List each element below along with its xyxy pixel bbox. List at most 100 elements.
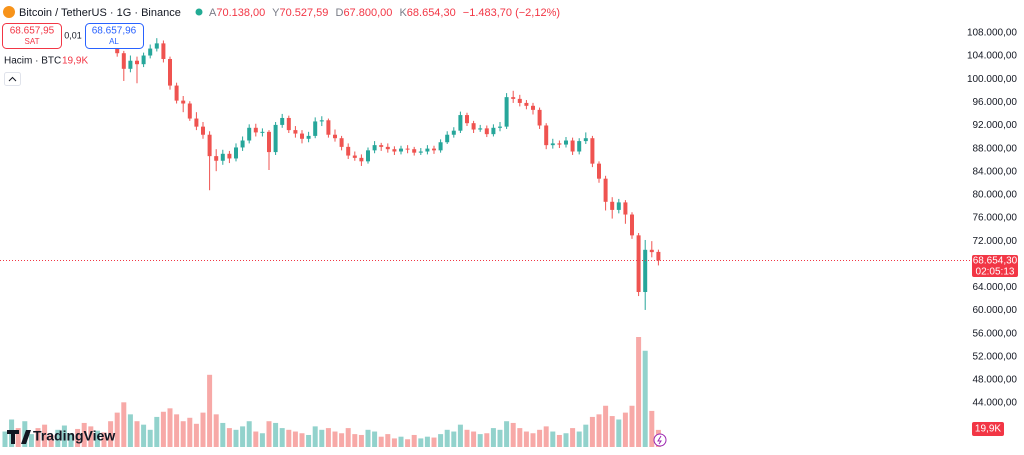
- volume-bar: [444, 429, 450, 447]
- candle-body: [286, 117, 291, 131]
- buy-label[interactable]: AL: [109, 37, 119, 46]
- volume-bar: [121, 402, 127, 447]
- last-price: 68.654,30: [973, 256, 1018, 267]
- y-tick-label: 88.000,00: [973, 143, 1018, 154]
- volume-bar: [642, 350, 648, 447]
- collapse-button[interactable]: [4, 72, 21, 86]
- volume-bar: [233, 429, 239, 447]
- candle-body: [194, 118, 199, 127]
- buy-button[interactable]: 68.657,96 AL: [85, 23, 144, 49]
- volume-bar: [530, 433, 536, 447]
- y-tick-label: 108.000,00: [967, 28, 1017, 39]
- price-label-bg: [972, 255, 1018, 277]
- candle-body: [438, 142, 443, 151]
- volume-bar: [292, 431, 298, 447]
- volume-bar: [339, 433, 345, 447]
- volume-bar: [589, 416, 595, 447]
- volume-bar: [477, 434, 483, 447]
- volume-bar: [325, 428, 331, 447]
- candle-body: [471, 123, 476, 130]
- volume-bar: [609, 416, 615, 447]
- candle-body: [333, 134, 337, 139]
- sell-price[interactable]: 68.657,95: [10, 26, 55, 37]
- volume-bar: [405, 439, 411, 447]
- volume-bar: [543, 426, 549, 447]
- candle-body: [267, 131, 271, 153]
- high-value: 70.527,59: [279, 7, 328, 19]
- candle-body: [491, 127, 496, 135]
- candle-body: [564, 140, 568, 145]
- volume-bar: [398, 436, 404, 447]
- volume-bar: [141, 424, 147, 447]
- candle-body: [412, 149, 417, 153]
- volume-bar: [226, 428, 232, 447]
- candle-body: [418, 151, 423, 153]
- sell-box[interactable]: [2, 23, 62, 49]
- volume-bar: [94, 430, 100, 447]
- volume-bar: [101, 432, 107, 447]
- volume-bar: [68, 433, 74, 447]
- collapse-icon: [8, 76, 17, 82]
- close-label: K: [399, 7, 407, 19]
- volume-bar: [312, 426, 318, 447]
- candle-body: [511, 97, 516, 99]
- volume-bar: [266, 421, 272, 447]
- volume-bar: [15, 428, 21, 447]
- candle-body: [458, 115, 463, 131]
- candle-body: [451, 130, 456, 135]
- brand-logo: [7, 430, 31, 444]
- volume-bar: [424, 436, 430, 447]
- events-bolt: [657, 435, 662, 445]
- candle-body: [128, 60, 133, 69]
- volume-bar: [134, 421, 140, 447]
- buy-price[interactable]: 68.657,96: [92, 26, 137, 37]
- volume-bar: [240, 426, 246, 447]
- volume-bar: [378, 436, 384, 447]
- volume-bar: [372, 431, 378, 447]
- buy-box[interactable]: [85, 23, 144, 49]
- sell-label[interactable]: SAT: [25, 37, 40, 46]
- volume-bar: [48, 434, 54, 447]
- volume-label: 19,9K: [975, 424, 1001, 435]
- candle-body: [168, 58, 172, 86]
- candle-body: [643, 249, 648, 293]
- volume-bar: [147, 429, 153, 447]
- volume-bar: [345, 428, 351, 447]
- events-icon[interactable]: [653, 433, 667, 447]
- candle-body: [187, 103, 192, 119]
- low-value: 67.800,00: [343, 7, 392, 19]
- volume-bar: [187, 417, 193, 447]
- volume-bar: [636, 337, 642, 447]
- change-value: −1.483,70 (−2,12%): [463, 7, 560, 19]
- sell-button[interactable]: 68.657,95 SAT: [2, 23, 62, 49]
- candle-body: [590, 138, 595, 164]
- volume-bar: [332, 431, 338, 447]
- volume-bar: [108, 421, 114, 447]
- candle-body: [649, 249, 654, 253]
- candle-body: [531, 105, 535, 110]
- volume-bar: [570, 428, 576, 447]
- candle-body: [616, 202, 621, 210]
- candle-body: [339, 138, 344, 147]
- volume-bar: [596, 414, 602, 447]
- high-label: Y: [272, 7, 280, 19]
- candle-body: [207, 134, 212, 157]
- volume-bar: [213, 414, 219, 447]
- volume-bar: [160, 411, 166, 447]
- y-tick-label: 56.000,00: [973, 328, 1018, 339]
- volume-bar: [61, 425, 67, 447]
- candle-body: [319, 120, 324, 122]
- volume-bar: [207, 374, 213, 447]
- volume-bar: [2, 431, 8, 447]
- volume-bar: [193, 423, 199, 447]
- candle-body: [465, 115, 469, 124]
- candle-body: [392, 149, 397, 152]
- candle-body: [253, 127, 258, 133]
- volume-bar: [431, 437, 437, 447]
- volume-value: 19,9K: [62, 56, 88, 67]
- volume-bar: [253, 431, 259, 447]
- volume-bar: [471, 431, 477, 447]
- volume-bar: [523, 431, 529, 447]
- low-label: D: [335, 7, 343, 19]
- volume-bar: [550, 431, 556, 447]
